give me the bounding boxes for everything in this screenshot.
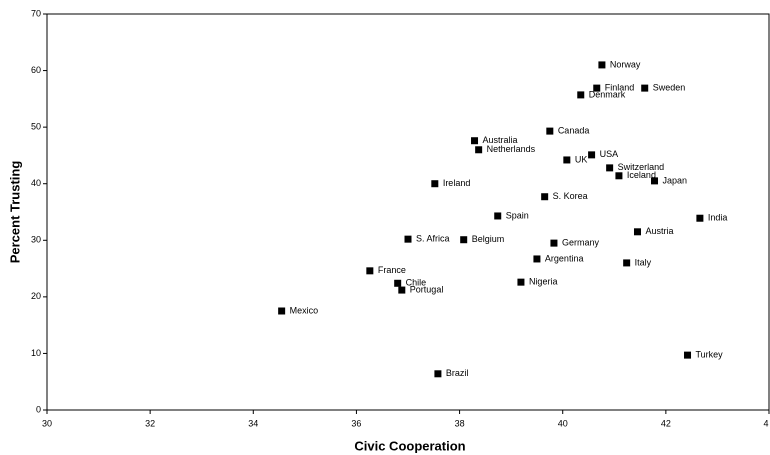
point [651, 177, 659, 185]
point [278, 307, 286, 315]
point [494, 212, 502, 220]
point [517, 278, 525, 286]
y-tick-label: 30 [31, 235, 41, 245]
x-axis-title: Civic Cooperation [354, 438, 465, 453]
point-label: Switzerland [618, 162, 665, 172]
point [615, 172, 623, 180]
y-axis-title: Percent Trusting [7, 161, 22, 264]
point-label: Spain [506, 210, 529, 220]
point-label: Sweden [653, 82, 686, 92]
point-label: Canada [558, 125, 590, 135]
x-tick-label: 38 [455, 418, 465, 428]
point [641, 84, 649, 92]
y-tick-label: 70 [31, 8, 41, 18]
point-label: France [378, 265, 406, 275]
x-tick-label: 32 [145, 418, 155, 428]
point-label: Japan [663, 175, 688, 185]
point-label: Turkey [696, 350, 724, 360]
point [598, 61, 606, 69]
point-label: Mexico [290, 305, 319, 315]
x-tick-label: 36 [351, 418, 361, 428]
point-label: S. Korea [553, 191, 588, 201]
point-label: Norway [610, 59, 641, 69]
point [593, 84, 601, 92]
point [623, 259, 631, 267]
point-label: USA [600, 149, 619, 159]
x-tick-label: 4 [763, 418, 768, 428]
point [606, 164, 614, 172]
point [588, 151, 596, 159]
y-tick-label: 40 [31, 178, 41, 188]
y-tick-label: 0 [36, 404, 41, 414]
point [550, 239, 558, 247]
point [366, 267, 374, 275]
point-label: S. Africa [416, 234, 450, 244]
point-label: Ireland [443, 178, 471, 188]
point-label: Brazil [446, 368, 469, 378]
point [533, 255, 541, 263]
plot-frame [46, 13, 770, 411]
point-label: Portugal [410, 284, 444, 294]
point-label: Argentina [545, 253, 584, 263]
point [394, 279, 402, 287]
point-label: Belgium [472, 234, 505, 244]
point-label: Finland [605, 82, 635, 92]
point-label: Nigeria [529, 277, 558, 287]
point [404, 235, 412, 243]
point-label: Germany [562, 237, 600, 247]
point-label: Iceland [627, 170, 656, 180]
x-tick-label: 42 [661, 418, 671, 428]
point [696, 214, 704, 222]
point [431, 180, 439, 188]
x-tick-label: 40 [558, 418, 568, 428]
point-label: Netherlands [487, 144, 536, 154]
point-label: Austria [645, 226, 673, 236]
y-tick-label: 10 [31, 348, 41, 358]
point [460, 236, 468, 244]
x-tick-label: 30 [42, 418, 52, 428]
point-label: Australia [483, 135, 518, 145]
point-label: India [708, 213, 728, 223]
point-label: Denmark [589, 89, 626, 99]
y-tick-label: 20 [31, 291, 41, 301]
y-tick-label: 50 [31, 122, 41, 132]
point [546, 127, 554, 135]
point [563, 156, 571, 164]
point-label: UK [575, 154, 588, 164]
point-label: Italy [635, 257, 652, 267]
point [471, 137, 479, 145]
point [434, 370, 442, 378]
point [541, 193, 549, 201]
x-tick-label: 34 [248, 418, 258, 428]
point [398, 286, 406, 294]
point [475, 146, 483, 154]
point [577, 91, 585, 99]
point-label: Chile [406, 278, 427, 288]
point [684, 351, 692, 359]
y-tick-label: 60 [31, 65, 41, 75]
point [633, 228, 641, 236]
